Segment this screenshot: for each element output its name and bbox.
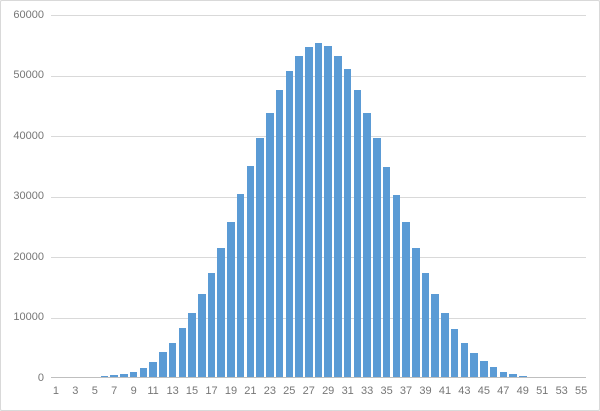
bar-9[interactable] bbox=[129, 371, 138, 377]
bar-16[interactable] bbox=[197, 293, 206, 377]
bar-23[interactable] bbox=[266, 112, 274, 377]
x-tick-label-35: 35 bbox=[380, 385, 393, 397]
x-tick-label-23: 23 bbox=[263, 385, 277, 397]
bar-43[interactable] bbox=[460, 342, 469, 377]
bar-13[interactable] bbox=[168, 342, 177, 377]
x-tick-label-9: 9 bbox=[130, 385, 137, 397]
bar-14[interactable] bbox=[178, 327, 187, 377]
bar-48[interactable] bbox=[509, 374, 517, 377]
bar-29[interactable] bbox=[324, 46, 333, 377]
y-tick-label-40000: 40000 bbox=[13, 129, 44, 142]
bar-11[interactable] bbox=[149, 362, 157, 377]
x-tick-label-55: 55 bbox=[574, 385, 588, 397]
bar-26[interactable] bbox=[295, 55, 303, 377]
bar-32[interactable] bbox=[353, 90, 362, 377]
x-tick-label-49: 49 bbox=[516, 385, 529, 397]
y-tick-label-10000: 10000 bbox=[13, 311, 44, 323]
x-tick-label-39: 39 bbox=[419, 385, 432, 397]
x-tick-label-31: 31 bbox=[341, 385, 354, 397]
bar-25[interactable] bbox=[285, 70, 294, 377]
bar-17[interactable] bbox=[207, 272, 216, 377]
bar-40[interactable] bbox=[431, 294, 440, 377]
x-tick-label-29: 29 bbox=[322, 385, 335, 397]
gridline-60000 bbox=[51, 15, 586, 16]
bar-49[interactable] bbox=[518, 376, 527, 377]
bar-19[interactable] bbox=[227, 221, 235, 377]
bar-27[interactable] bbox=[304, 46, 313, 377]
bar-38[interactable] bbox=[411, 248, 420, 377]
x-tick-label-3: 3 bbox=[72, 385, 79, 397]
x-tick-label-45: 45 bbox=[477, 385, 491, 397]
y-tick-label-60000: 60000 bbox=[13, 8, 44, 21]
bar-37[interactable] bbox=[402, 221, 410, 377]
x-tick-label-15: 15 bbox=[185, 385, 199, 397]
bar-44[interactable] bbox=[470, 352, 478, 377]
bar-28[interactable] bbox=[314, 43, 323, 377]
bar-10[interactable] bbox=[139, 368, 148, 377]
bar-6[interactable] bbox=[100, 375, 109, 377]
x-tick-label-33: 33 bbox=[360, 385, 374, 397]
x-tick-label-51: 51 bbox=[536, 385, 549, 397]
y-tick-label-50000: 50000 bbox=[13, 69, 44, 81]
x-tick-label-27: 27 bbox=[302, 385, 315, 397]
x-tick-label-43: 43 bbox=[458, 385, 471, 397]
bar-45[interactable] bbox=[480, 361, 488, 377]
y-tick-label-0: 0 bbox=[37, 371, 44, 384]
bar-36[interactable] bbox=[392, 194, 401, 377]
bar-15[interactable] bbox=[188, 312, 196, 377]
x-tick-label-21: 21 bbox=[244, 385, 257, 397]
bar-22[interactable] bbox=[256, 138, 264, 377]
x-tick-label-5: 5 bbox=[91, 385, 98, 397]
x-tick-label-41: 41 bbox=[438, 385, 452, 397]
x-tick-label-11: 11 bbox=[147, 385, 159, 397]
plot-area[interactable] bbox=[51, 15, 586, 378]
x-tick-label-13: 13 bbox=[166, 385, 179, 397]
bar-31[interactable] bbox=[343, 69, 352, 377]
bar-20[interactable] bbox=[236, 194, 245, 377]
x-tick-label-25: 25 bbox=[283, 385, 296, 397]
y-tick-label-30000: 30000 bbox=[13, 190, 44, 202]
bar-8[interactable] bbox=[120, 373, 128, 377]
bar-42[interactable] bbox=[450, 328, 459, 377]
x-tick-label-47: 47 bbox=[497, 385, 510, 397]
bar-21[interactable] bbox=[246, 166, 255, 377]
bar-46[interactable] bbox=[489, 367, 498, 377]
bar-34[interactable] bbox=[373, 138, 381, 377]
bar-30[interactable] bbox=[334, 55, 342, 377]
bar-35[interactable] bbox=[382, 166, 391, 377]
bar-47[interactable] bbox=[499, 371, 508, 377]
x-tick-label-19: 19 bbox=[224, 385, 238, 397]
x-tick-label-17: 17 bbox=[205, 385, 218, 397]
y-tick-label-20000: 20000 bbox=[13, 250, 44, 263]
x-tick-label-53: 53 bbox=[555, 385, 568, 397]
bar-39[interactable] bbox=[421, 272, 430, 377]
bar-50[interactable] bbox=[528, 376, 537, 377]
x-tick-label-37: 37 bbox=[399, 385, 413, 397]
x-tick-label-7: 7 bbox=[111, 385, 118, 397]
bar-41[interactable] bbox=[441, 312, 449, 377]
bar-33[interactable] bbox=[363, 112, 371, 377]
bar-12[interactable] bbox=[159, 352, 167, 377]
bar-18[interactable] bbox=[217, 248, 226, 377]
bar-24[interactable] bbox=[275, 90, 284, 377]
x-axis-line bbox=[51, 377, 586, 378]
x-tick-label-1: 1 bbox=[52, 385, 59, 397]
bar-7[interactable] bbox=[110, 374, 119, 377]
